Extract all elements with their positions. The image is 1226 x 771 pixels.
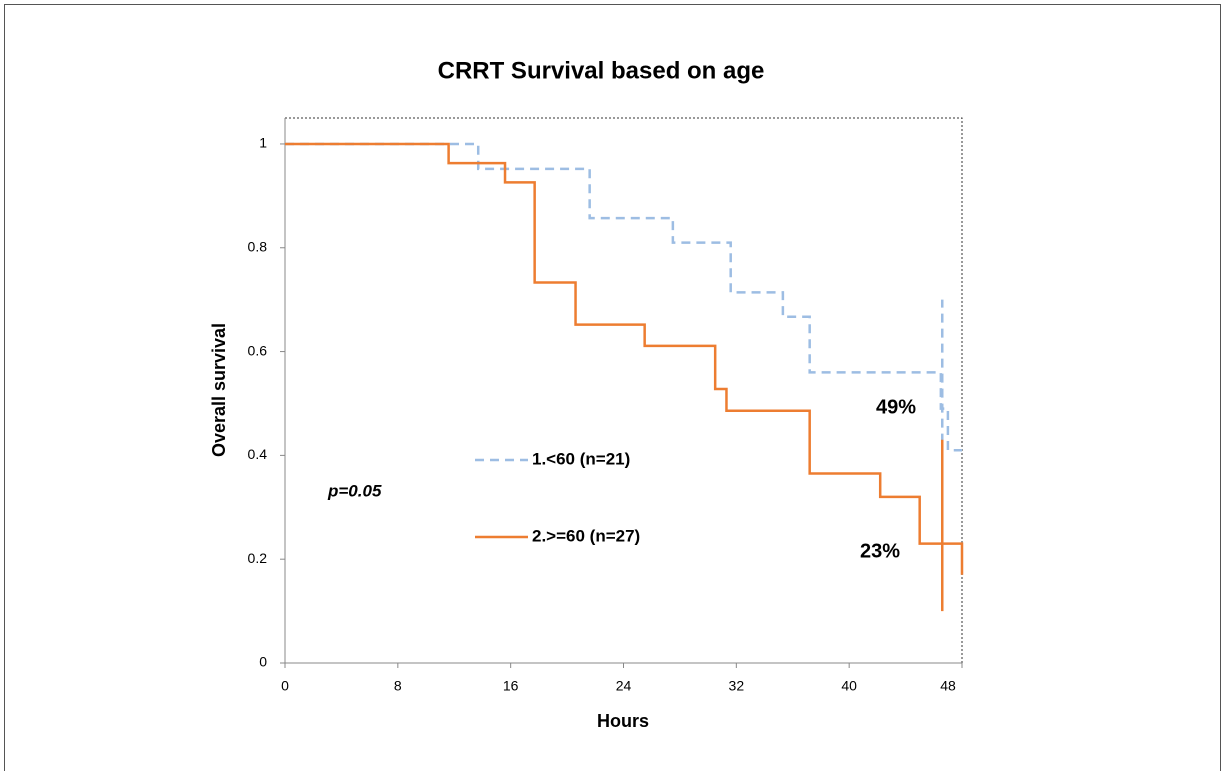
y-tick-label: 0.4: [248, 446, 268, 462]
x-axis-title: Hours: [597, 711, 649, 731]
figure-frame: [4, 4, 1221, 771]
y-tick-label: 0.6: [248, 342, 268, 358]
y-tick-label: 0: [259, 654, 267, 670]
x-tick-label: 48: [940, 678, 956, 694]
survival-line: [285, 142, 964, 575]
legend-label: 2.>=60 (n=27): [532, 526, 640, 545]
x-tick-label: 16: [503, 678, 519, 694]
chart-title: CRRT Survival based on age: [438, 57, 765, 84]
x-tick-label: 24: [616, 678, 632, 694]
y-axis-title: Overall survival: [209, 323, 229, 457]
x-tick-label: 32: [729, 678, 745, 694]
legend-label: 1.<60 (n=21): [532, 449, 630, 468]
annotation: 23%: [860, 540, 900, 562]
y-tick-label: 0.8: [248, 238, 268, 254]
y-tick-label: 1: [259, 135, 267, 151]
x-tick-label: 0: [281, 678, 289, 694]
survival-line: [285, 142, 962, 452]
x-tick-label: 8: [394, 678, 402, 694]
y-tick-label: 0.2: [248, 550, 268, 566]
p-value: p=0.05: [327, 481, 382, 500]
annotation: 49%: [876, 396, 916, 418]
plot-frame: [285, 117, 963, 663]
x-tick-label: 40: [841, 678, 857, 694]
